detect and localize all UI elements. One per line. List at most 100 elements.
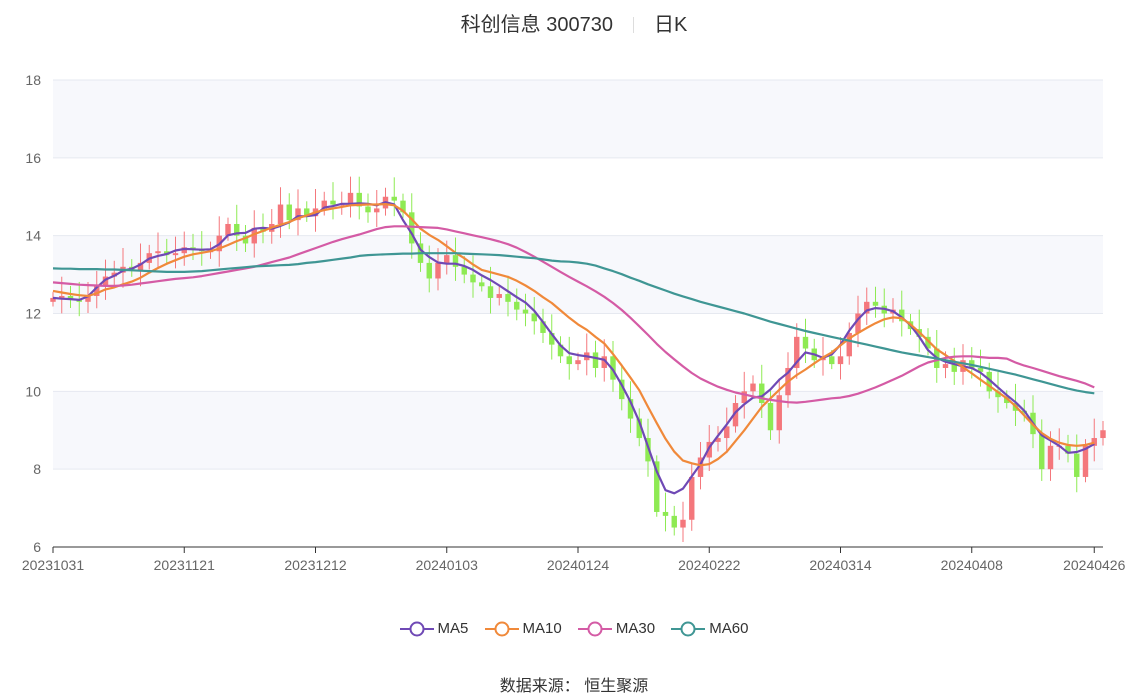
candle-body: [1004, 397, 1010, 404]
background-bands: [53, 80, 1103, 470]
candle-body: [557, 344, 564, 357]
candle: [496, 284, 502, 306]
candle: [312, 188, 319, 232]
candle-body: [155, 251, 161, 254]
legend-item-ma30[interactable]: MA30: [577, 620, 655, 637]
candle-body: [872, 301, 879, 306]
candle-body: [330, 200, 336, 205]
candle: [951, 347, 957, 385]
candle-body: [732, 403, 739, 427]
candle: [584, 333, 590, 376]
candle: [479, 275, 485, 292]
band: [53, 391, 1103, 470]
candle-body: [304, 208, 310, 217]
candle-body: [986, 371, 992, 392]
candle-body: [1074, 453, 1080, 477]
candle-body: [750, 383, 756, 392]
y-tick-label: 6: [33, 539, 41, 555]
candle-body: [697, 457, 704, 477]
candle: [514, 288, 520, 321]
candle-body: [1039, 434, 1045, 470]
candle-body: [759, 383, 765, 404]
candle-body: [671, 515, 677, 528]
candle-body: [85, 295, 91, 302]
candles: [50, 176, 1106, 542]
candlestick-chart: 6 8 10 12 14 16 18 20231031 20231121 20231212 2024…: [22, 72, 1126, 573]
candle-body: [837, 356, 844, 365]
candle: [759, 364, 765, 418]
y-tick-label: 16: [25, 150, 41, 166]
candle: [1065, 434, 1071, 463]
x-tick-label: 20240408: [941, 557, 1004, 573]
candle-body: [172, 253, 179, 256]
candle: [531, 296, 537, 335]
candle-body: [662, 511, 669, 516]
candle-body: [1100, 430, 1106, 439]
y-tick-label: 12: [25, 306, 41, 322]
candle-body: [242, 235, 249, 244]
candle-body: [925, 336, 931, 349]
candle-body: [277, 204, 284, 224]
legend-ma5-marker-icon: [399, 621, 434, 637]
candle-body: [794, 336, 800, 368]
candle: [1082, 439, 1089, 483]
legend-ma60-marker-icon: [671, 621, 706, 637]
candle: [374, 190, 380, 228]
candle: [356, 176, 362, 220]
candle: [155, 232, 161, 269]
candle: [67, 285, 74, 308]
candle: [461, 256, 467, 284]
candle: [234, 204, 240, 252]
candle-body: [654, 461, 660, 512]
candle: [872, 286, 879, 318]
candle: [400, 193, 406, 218]
candle: [172, 236, 179, 269]
candle: [724, 407, 730, 454]
legend: MA5 MA10 MA30 MA60: [0, 620, 1148, 637]
legend-item-ma60[interactable]: MA60: [671, 620, 748, 637]
x-tick-label: 20240426: [1063, 557, 1126, 573]
candle-body: [365, 206, 371, 213]
candle-body: [776, 395, 782, 431]
candle: [654, 455, 660, 517]
candle-body: [251, 227, 257, 244]
candle-body: [601, 356, 607, 368]
candle: [899, 290, 905, 337]
candle: [1074, 434, 1080, 493]
candle-body: [452, 255, 459, 267]
candle: [487, 266, 494, 314]
x-tick-label: 20240314: [809, 557, 872, 573]
candle-body: [689, 476, 695, 520]
x-tick-label: 20240124: [547, 557, 610, 573]
candle: [330, 182, 336, 220]
candle: [277, 187, 284, 238]
legend-item-ma10[interactable]: MA10: [484, 620, 562, 637]
candle: [321, 191, 327, 216]
band: [53, 235, 1103, 314]
candle-body: [724, 426, 730, 439]
candle: [1091, 418, 1097, 462]
candle-body: [977, 367, 984, 372]
candle-body: [321, 200, 327, 209]
candle: [295, 189, 301, 236]
candle: [1100, 420, 1106, 446]
ma-line-ma30: [52, 225, 1095, 404]
candle-body: [514, 301, 520, 310]
legend-label-ma10: MA10: [522, 620, 562, 637]
candle: [347, 176, 354, 218]
candle: [802, 318, 809, 364]
candle: [435, 248, 441, 291]
candle-body: [522, 309, 529, 314]
legend-item-ma5[interactable]: MA5: [399, 620, 468, 637]
candle-body: [540, 321, 546, 333]
candle-body: [829, 356, 835, 365]
candle: [557, 336, 564, 364]
candle: [470, 255, 476, 298]
candle-body: [680, 519, 686, 528]
candle-body: [225, 223, 231, 236]
candle: [566, 336, 572, 380]
candle-body: [619, 379, 625, 400]
grid-lines: [53, 79, 1103, 470]
legend-label-ma60: MA60: [709, 620, 749, 637]
candle-body: [400, 200, 406, 213]
